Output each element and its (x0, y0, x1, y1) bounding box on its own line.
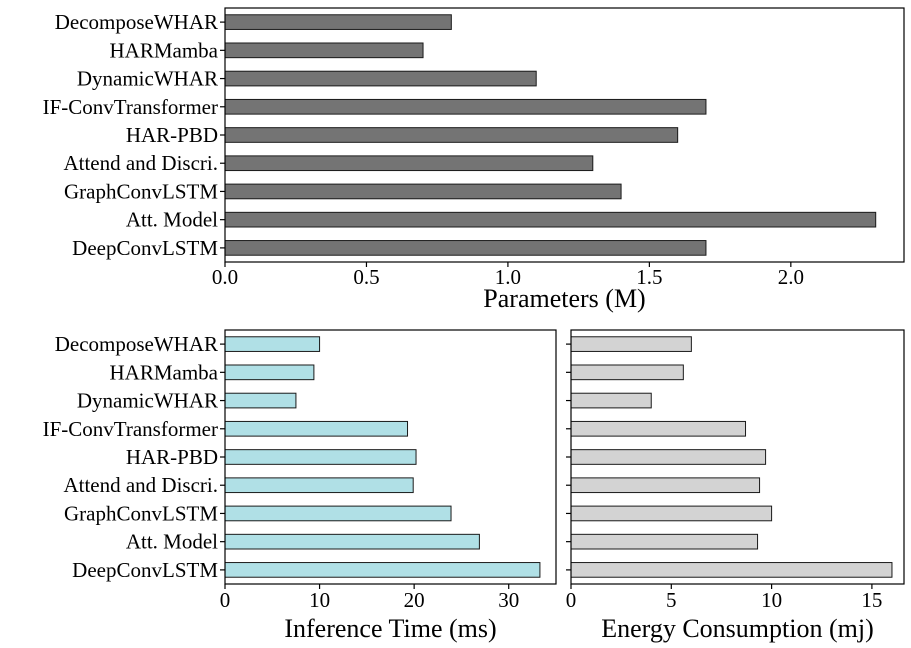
parameters-category-label-0: DecomposeWHAR (55, 10, 218, 34)
parameters-bar-5 (224, 155, 594, 172)
inference-time-axes-frame (224, 329, 557, 585)
inference-time-bar-2 (224, 392, 297, 409)
parameters-category-label-5: Attend and Discri. (63, 151, 218, 175)
inference-time-category-label-3: IF-ConvTransformer (43, 417, 218, 441)
energy-xtick-label-2: 10 (761, 588, 782, 612)
inference-time-bar-6 (224, 505, 452, 522)
inference-time-bar-7 (224, 533, 480, 550)
parameters-bar-6 (224, 183, 622, 200)
parameters-xtick-label-3: 1.5 (636, 265, 662, 289)
inference-time-xtick-label-2: 20 (404, 588, 425, 612)
energy-bar-6 (570, 505, 773, 522)
parameters-category-label-8: DeepConvLSTM (72, 236, 218, 260)
inference-time-xtick-label-3: 30 (498, 588, 519, 612)
energy-bar-4 (570, 449, 767, 465)
parameters-bar-3 (224, 98, 707, 115)
energy-bar-8 (570, 562, 893, 578)
inference-time-bar-5 (224, 477, 414, 494)
inference-time-category-label-0: DecomposeWHAR (55, 332, 218, 356)
parameters-xtick-label-4: 2.0 (778, 265, 804, 289)
inference-time-bar-1 (224, 364, 315, 381)
parameters-bar-4 (224, 127, 679, 143)
energy-axes-frame (570, 329, 905, 585)
parameters-xtick-label-0: 0.0 (212, 265, 238, 289)
energy-xtick-label-1: 5 (666, 588, 677, 612)
inference-time-bar-0 (224, 336, 321, 352)
parameters-bar-7 (224, 211, 877, 228)
parameters-category-label-2: DynamicWHAR (77, 67, 218, 91)
parameters-bar-1 (224, 42, 424, 59)
inference-time-xlabel: Inference Time (ms) (284, 614, 496, 643)
inference-time-bar-8 (224, 562, 541, 578)
parameters-category-label-1: HARMamba (110, 38, 219, 62)
energy-bar-5 (570, 477, 761, 494)
inference-time-bar-4 (224, 449, 417, 465)
energy-bar-2 (570, 392, 652, 409)
inference-time-category-label-1: HARMamba (110, 360, 219, 384)
inference-time-category-label-2: DynamicWHAR (77, 389, 218, 413)
inference-time-category-label-8: DeepConvLSTM (72, 558, 218, 582)
energy-xtick-label-0: 0 (566, 588, 577, 612)
parameters-category-label-4: HAR-PBD (126, 123, 218, 147)
inference-time-xtick-label-1: 10 (309, 588, 330, 612)
parameters-category-label-6: GraphConvLSTM (64, 179, 218, 203)
energy-xlabel: Energy Consumption (mj) (601, 614, 874, 643)
parameters-bar-0 (224, 14, 452, 30)
parameters-category-label-3: IF-ConvTransformer (43, 95, 218, 119)
parameters-xtick-label-2: 1.0 (495, 265, 521, 289)
parameters-category-label-7: Att. Model (126, 208, 218, 232)
parameters-panel: DecomposeWHAR HARMamba DynamicWHAR IF-ConvT… (43, 7, 905, 313)
inference-time-category-label-4: HAR-PBD (126, 445, 218, 469)
parameters-bar-8 (224, 240, 707, 256)
inference-time-category-label-6: GraphConvLSTM (64, 501, 218, 525)
inference-time-panel: DecomposeWHAR HARMamba DynamicWHAR IF-ConvT… (43, 329, 557, 643)
parameters-xlabel: Parameters (M) (483, 284, 645, 313)
parameters-xtick-label-1: 0.5 (353, 265, 379, 289)
parameters-axes-frame (224, 7, 905, 263)
energy-bar-0 (570, 336, 692, 352)
energy-bar-7 (570, 533, 759, 550)
inference-time-xtick-label-0: 0 (220, 588, 231, 612)
inference-time-category-label-5: Attend and Discri. (63, 473, 218, 497)
energy-bar-3 (570, 420, 747, 437)
parameters-bar-2 (224, 70, 537, 87)
inference-time-bar-3 (224, 420, 409, 437)
energy-bar-1 (570, 364, 684, 381)
inference-time-category-label-7: Att. Model (126, 530, 218, 554)
energy-xtick-label-3: 15 (861, 588, 882, 612)
